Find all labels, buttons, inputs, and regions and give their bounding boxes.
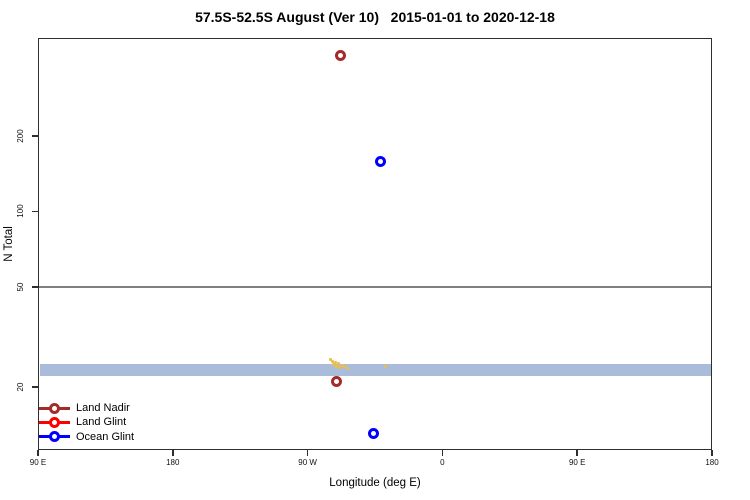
- x-tick-mark: [172, 450, 174, 456]
- orange-mark: [333, 360, 337, 364]
- legend-item-ocean-glint: Ocean Glint: [38, 430, 188, 444]
- orange-mark: [330, 360, 334, 364]
- y-tick-label: 20: [16, 382, 25, 392]
- y-tick-mark: [32, 386, 38, 388]
- data-point-land-nadir: [330, 375, 342, 387]
- orange-mark: [328, 357, 332, 361]
- y-tick-mark: [32, 210, 38, 213]
- legend: Land Nadir Land Glint Ocean Glint: [38, 401, 188, 444]
- chart-title: 57.5S-52.5S August (Ver 10) 2015-01-01 t…: [195, 9, 555, 25]
- legend-item-land-nadir: Land Nadir: [38, 401, 188, 415]
- x-axis-label: Longitude (deg E): [329, 477, 421, 489]
- legend-label: Land Glint: [76, 416, 127, 429]
- x-tick-mark: [711, 450, 713, 456]
- orange-mark: [340, 363, 344, 367]
- y-tick-mark: [32, 135, 38, 137]
- orange-mark: [338, 366, 342, 370]
- reference-line: [38, 285, 712, 288]
- x-tick-mark: [576, 450, 578, 456]
- data-point-ocean-glint: [375, 156, 387, 168]
- x-tick-mark: [306, 450, 309, 456]
- orange-mark: [345, 367, 349, 371]
- orange-mark: [332, 362, 336, 366]
- open-circle-marker-icon: [49, 431, 60, 443]
- y-axis-label: N Total: [3, 226, 15, 262]
- orange-mark: [384, 364, 388, 368]
- orange-mark: [335, 364, 339, 368]
- orange-mark: [336, 361, 340, 365]
- x-tick-mark: [37, 450, 39, 456]
- y-tick-label: 200: [16, 129, 25, 143]
- y-tick-label: 100: [16, 204, 25, 219]
- x-tick-mark: [441, 450, 444, 456]
- plot-area: [38, 38, 712, 450]
- data-point-land-nadir: [335, 49, 347, 61]
- open-circle-marker-icon: [49, 416, 60, 428]
- x-tick-label: 180: [705, 458, 719, 467]
- x-tick-label: 90 W: [298, 458, 317, 467]
- x-tick-label: 90 E: [568, 458, 586, 467]
- x-tick-label: 180: [166, 458, 180, 467]
- y-tick-label: 50: [16, 282, 25, 292]
- x-tick-label: 0: [440, 458, 445, 467]
- x-tick-label: 90 E: [29, 458, 47, 467]
- orange-mark: [342, 365, 346, 369]
- y-tick-mark: [32, 286, 38, 288]
- open-circle-marker-icon: [49, 402, 60, 414]
- highlight-band: [39, 364, 711, 377]
- legend-label: Ocean Glint: [76, 430, 135, 443]
- data-point-ocean-glint: [368, 428, 379, 440]
- legend-label: Land Nadir: [76, 402, 130, 414]
- legend-item-land-glint: Land Glint: [38, 415, 188, 429]
